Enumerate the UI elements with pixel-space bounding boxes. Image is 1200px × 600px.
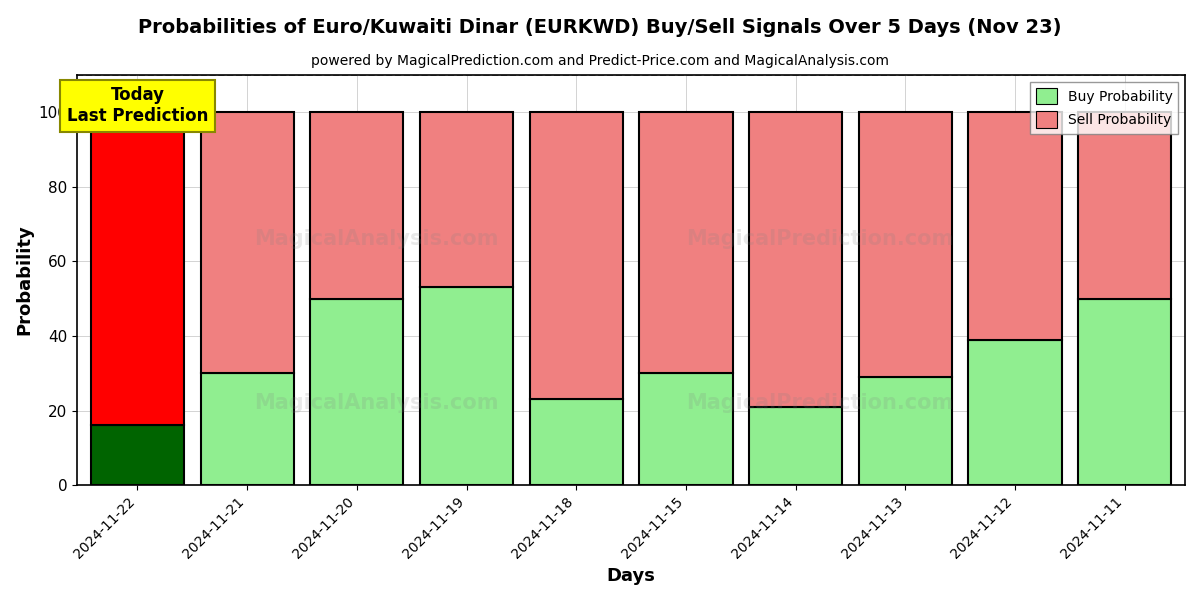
Y-axis label: Probability: Probability <box>14 224 32 335</box>
Bar <box>640 112 732 373</box>
Bar <box>859 112 952 377</box>
Text: MagicalPrediction.com: MagicalPrediction.com <box>685 229 953 249</box>
Bar <box>420 112 514 287</box>
Bar <box>640 373 732 485</box>
Bar <box>859 377 952 485</box>
Legend: Buy Probability, Sell Probability: Buy Probability, Sell Probability <box>1030 82 1178 134</box>
Text: MagicalPrediction.com: MagicalPrediction.com <box>685 393 953 413</box>
Text: MagicalAnalysis.com: MagicalAnalysis.com <box>254 229 498 249</box>
Text: Today
Last Prediction: Today Last Prediction <box>67 86 208 125</box>
Bar <box>1078 299 1171 485</box>
Bar <box>968 340 1062 485</box>
Text: Probabilities of Euro/Kuwaiti Dinar (EURKWD) Buy/Sell Signals Over 5 Days (Nov 2: Probabilities of Euro/Kuwaiti Dinar (EUR… <box>138 18 1062 37</box>
Bar <box>529 112 623 400</box>
Bar <box>529 400 623 485</box>
Text: MagicalAnalysis.com: MagicalAnalysis.com <box>254 393 498 413</box>
Bar <box>749 407 842 485</box>
X-axis label: Days: Days <box>607 567 655 585</box>
Bar <box>91 425 184 485</box>
Bar <box>200 373 294 485</box>
Bar <box>420 287 514 485</box>
Bar <box>91 112 184 425</box>
Bar <box>200 112 294 373</box>
Bar <box>1078 112 1171 299</box>
Text: powered by MagicalPrediction.com and Predict-Price.com and MagicalAnalysis.com: powered by MagicalPrediction.com and Pre… <box>311 54 889 68</box>
Bar <box>749 112 842 407</box>
Bar <box>968 112 1062 340</box>
Bar <box>311 299 403 485</box>
Bar <box>311 112 403 299</box>
